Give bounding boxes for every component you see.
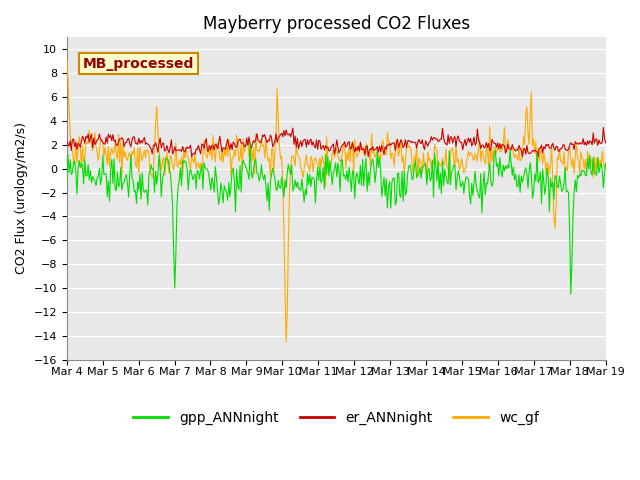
Legend: gpp_ANNnight, er_ANNnight, wc_gf: gpp_ANNnight, er_ANNnight, wc_gf: [128, 405, 545, 431]
Text: MB_processed: MB_processed: [83, 57, 195, 71]
Title: Mayberry processed CO2 Fluxes: Mayberry processed CO2 Fluxes: [203, 15, 470, 33]
Y-axis label: CO2 Flux (urology/m2/s): CO2 Flux (urology/m2/s): [15, 122, 28, 275]
